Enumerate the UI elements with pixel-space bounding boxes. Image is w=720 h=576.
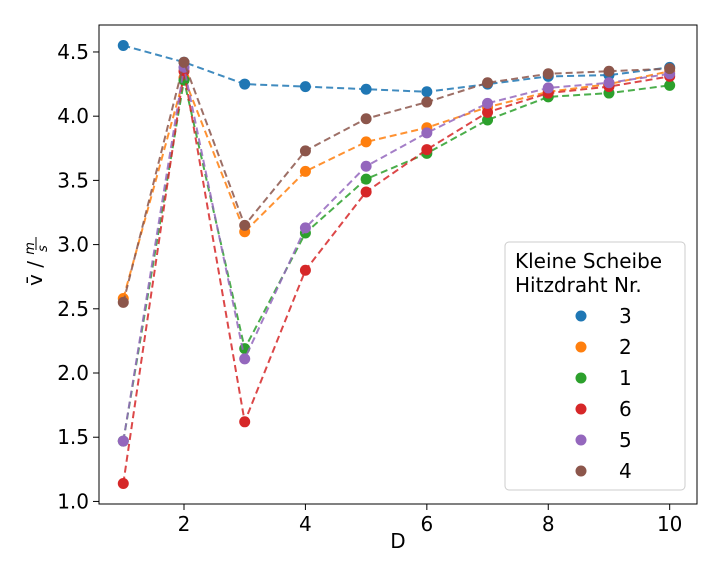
data-point (482, 97, 494, 109)
y-tick-label: 3.5 (57, 168, 89, 192)
y-tick-label: 3.0 (57, 233, 89, 257)
y-tick-label: 2.0 (57, 361, 89, 385)
data-point (299, 222, 311, 234)
legend-marker (575, 465, 587, 477)
legend-marker (575, 372, 587, 384)
y-tick-label: 1.0 (57, 489, 89, 513)
data-point (664, 63, 676, 75)
series-line (122, 70, 670, 299)
x-axis-title: D (390, 529, 405, 553)
data-point (542, 68, 554, 80)
data-point (178, 56, 190, 68)
data-point (299, 165, 311, 177)
legend-marker (575, 434, 587, 446)
plot-frame (98, 24, 698, 505)
data-point (239, 353, 251, 365)
series-line (122, 58, 670, 303)
svg-text:v̄ / ms: v̄ / ms (23, 242, 51, 286)
data-point (299, 264, 311, 276)
data-point (239, 78, 251, 90)
data-point (482, 114, 494, 126)
series-line (123, 44, 670, 93)
axes-layer: 2 4 6 8 10 1.0 1.5 2.0 2.5 3.0 3.5 4.0 4.5 (57, 40, 682, 536)
legend-label: 2 (619, 335, 632, 359)
series-4 (117, 56, 676, 308)
x-tick-label: 10 (657, 512, 682, 536)
data-point (421, 96, 433, 108)
y-tick-label: 4.5 (57, 40, 89, 64)
legend-title: Hitzdraht Nr. (515, 273, 642, 297)
legend-label: 1 (619, 366, 632, 390)
legend-label: 4 (619, 459, 632, 483)
data-point (299, 145, 311, 157)
series-line (122, 79, 670, 442)
data-point (117, 435, 129, 447)
legend-marker (575, 403, 587, 415)
data-point (360, 113, 372, 125)
legend-box (504, 241, 686, 491)
y-axis-title: v̄ / ms (23, 237, 51, 286)
data-point (421, 127, 433, 139)
legend-label: 5 (619, 428, 632, 452)
legend-label: 3 (619, 304, 632, 328)
x-tick-label: 4 (299, 512, 312, 536)
data-point (117, 477, 129, 489)
data-point (421, 86, 433, 98)
data-point (360, 173, 372, 185)
data-point (603, 65, 615, 77)
data-point (664, 79, 676, 91)
legend-label: 6 (619, 397, 632, 421)
data-point (239, 416, 251, 428)
data-point (360, 186, 372, 198)
series-line (122, 71, 670, 484)
data-point (360, 83, 372, 95)
data-point (482, 106, 494, 118)
data-point (360, 136, 372, 148)
data-point (117, 40, 129, 52)
x-tick-label: 8 (542, 512, 555, 536)
data-point (482, 77, 494, 89)
legend-marker (575, 341, 587, 353)
legend-title: Kleine Scheibe (515, 249, 662, 273)
legend-marker (575, 310, 587, 322)
series-layer (117, 40, 676, 489)
data-point (542, 82, 554, 94)
data-point (360, 160, 372, 172)
y-tick-label: 4.0 (57, 104, 89, 128)
data-point (117, 296, 129, 308)
data-point (239, 219, 251, 231)
y-tick-label: 2.5 (57, 297, 89, 321)
data-point (421, 144, 433, 156)
series-line (122, 67, 670, 442)
data-point (299, 81, 311, 93)
x-tick-label: 6 (420, 512, 433, 536)
x-tick-label: 2 (178, 512, 191, 536)
data-point (603, 77, 615, 89)
y-tick-label: 1.5 (57, 425, 89, 449)
